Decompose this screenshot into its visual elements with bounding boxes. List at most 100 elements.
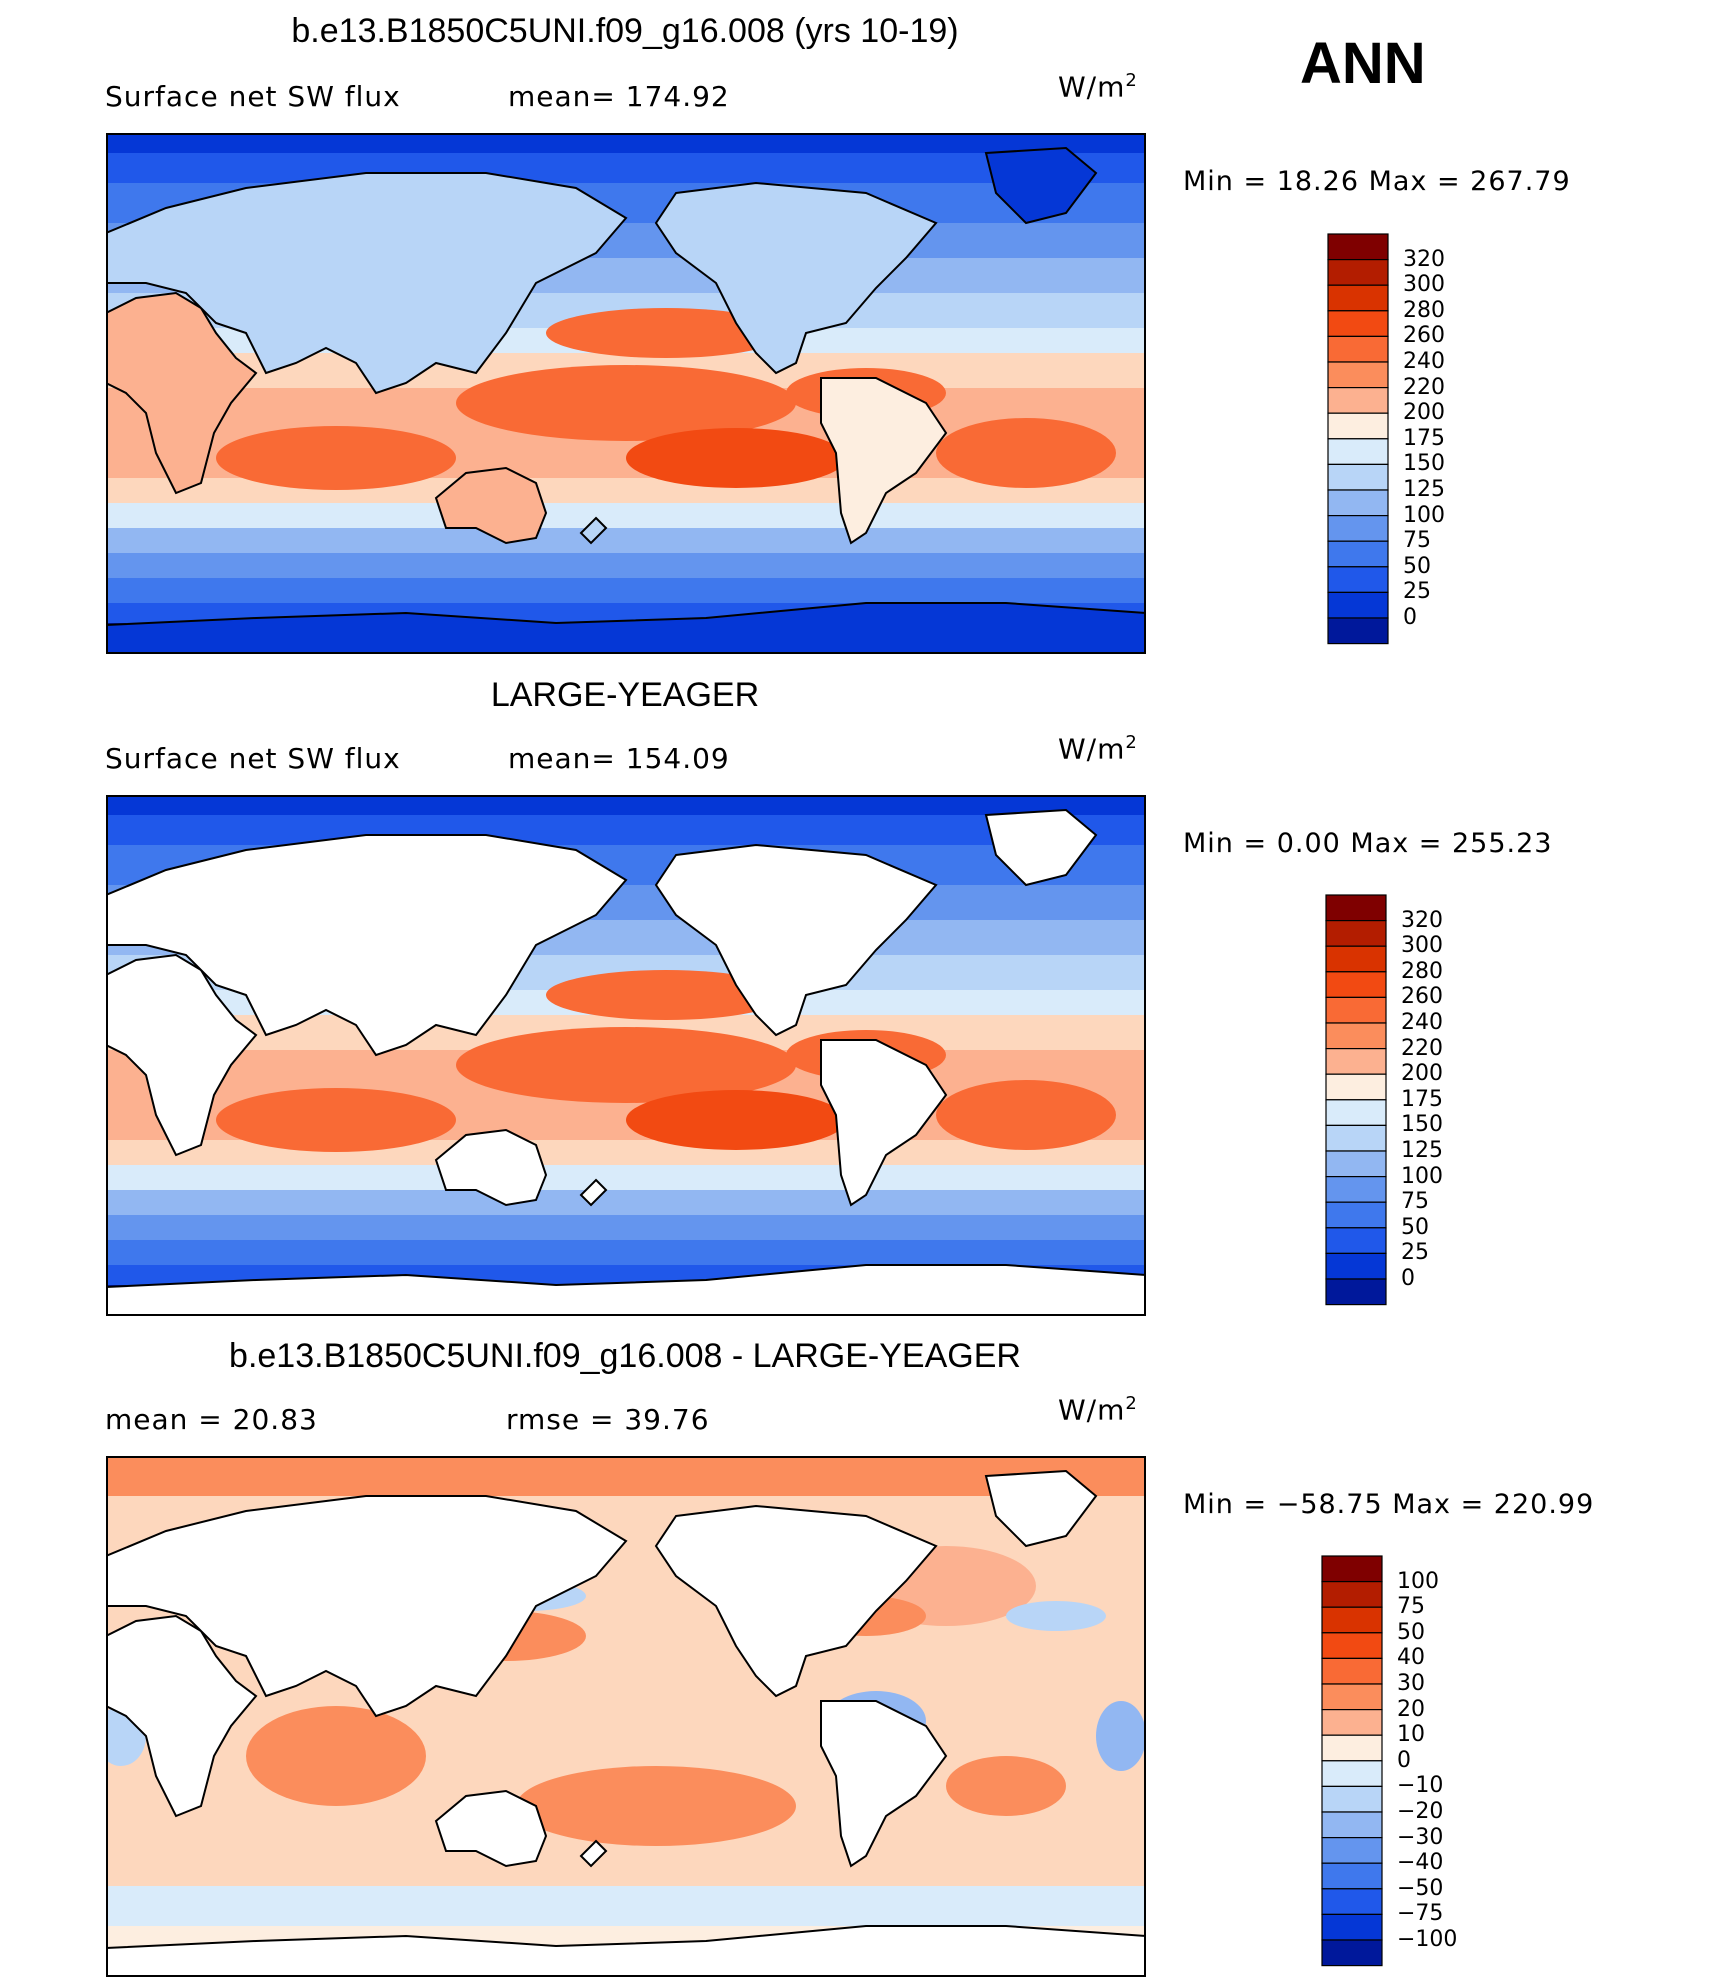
field-maximum: [456, 1027, 796, 1103]
landmass-nz: [579, 1839, 608, 1868]
field-band: [106, 1190, 1146, 1215]
field-maximum: [936, 418, 1116, 488]
colorbar-box: [1321, 1785, 1383, 1813]
colorbar-box: [1325, 1227, 1387, 1254]
landmass-eurasia: [106, 172, 628, 395]
panel-2-map: [106, 795, 1146, 1316]
colorbar-box: [1325, 1201, 1387, 1229]
colorbar-box: [1327, 515, 1389, 542]
colorbar-box: [1325, 894, 1387, 922]
colorbar-label: 300: [1401, 933, 1443, 959]
colorbar-box: [1327, 259, 1389, 286]
colorbar-box: [1321, 1581, 1383, 1608]
field-band: [106, 578, 1146, 603]
field-band: [106, 1165, 1146, 1190]
panel-2-variable: Surface net SW flux: [105, 742, 401, 775]
landmass-greenland: [984, 146, 1098, 225]
map-frame: [106, 795, 1146, 1316]
colorbar-box: [1325, 1278, 1387, 1306]
colorbar-box: [1321, 1811, 1383, 1839]
colorbar-label: −40: [1397, 1850, 1444, 1876]
colorbar-box: [1325, 945, 1387, 973]
season-label: ANN: [1300, 31, 1426, 96]
panel-1-minmax: Min = 18.26 Max = 267.79: [1183, 166, 1571, 197]
colorbar-label: 260: [1403, 323, 1445, 349]
colorbar-box: [1325, 1048, 1387, 1075]
colorbar-label: 75: [1403, 528, 1431, 554]
colorbar-box: [1327, 233, 1389, 261]
colorbar-label: 280: [1403, 297, 1445, 323]
landmass-namerica: [654, 843, 938, 1037]
colorbar-box: [1321, 1837, 1383, 1864]
colorbar-box: [1325, 1150, 1387, 1178]
field-maximum: [946, 1756, 1066, 1816]
colorbar-label: 220: [1401, 1035, 1443, 1061]
colorbar-label: 50: [1403, 553, 1431, 579]
colorbar-box: [1321, 1734, 1383, 1762]
colorbar-box: [1327, 566, 1389, 593]
colorbar-label: −20: [1397, 1799, 1444, 1824]
panel-2-title: LARGE-YEAGER: [490, 676, 760, 714]
map-frame: [106, 133, 1146, 654]
landmass-namerica: [654, 1504, 938, 1698]
panel-2-units-exp: 2: [1125, 732, 1138, 753]
landmass-samerica: [820, 377, 948, 545]
landmass-greenland: [984, 1469, 1098, 1548]
field-band: [106, 133, 1146, 153]
panel-2-minmax: Min = 0.00 Max = 255.23: [1183, 828, 1553, 859]
colorbar-label: 100: [1403, 502, 1445, 528]
panel-1-variable: Surface net SW flux: [105, 80, 401, 113]
colorbar-swatches: [1325, 894, 1387, 1306]
colorbar-label: −50: [1397, 1875, 1444, 1901]
colorbar-label: −75: [1397, 1901, 1444, 1927]
colorbar-label: 175: [1403, 425, 1445, 451]
field-maximum: [936, 1080, 1116, 1150]
colorbar-swatches: [1327, 233, 1389, 645]
panel-3-title: b.e13.B1850C5UNI.f09_g16.008 - LARGE-YEA…: [229, 1337, 1021, 1375]
colorbar-label: 25: [1403, 579, 1431, 605]
colorbar-label: 25: [1401, 1240, 1429, 1266]
colorbar-label: 280: [1401, 958, 1443, 984]
colorbar-label: 10: [1397, 1722, 1425, 1748]
colorbar-label: 200: [1401, 1061, 1443, 1087]
colorbar-box: [1327, 284, 1389, 312]
colorbar-label: 20: [1397, 1696, 1425, 1722]
colorbar-box: [1325, 1073, 1387, 1101]
landmass-namerica: [654, 181, 938, 375]
colorbar-box: [1321, 1913, 1383, 1941]
colorbar-box: [1321, 1862, 1383, 1890]
colorbar-box: [1327, 387, 1389, 414]
colorbar-box: [1327, 463, 1389, 491]
colorbar-label: 0: [1403, 605, 1417, 630]
landmass-nz: [579, 516, 608, 545]
panel-3-units-exp: 2: [1125, 1393, 1138, 1414]
panel-2-units-base: W/m: [1058, 732, 1126, 766]
colorbar-box: [1325, 1124, 1387, 1152]
field-maximum: [456, 365, 796, 441]
colorbar-label: 320: [1401, 907, 1443, 933]
panel-3-rmse: rmse = 39.76: [506, 1403, 710, 1436]
field-band: [106, 503, 1146, 528]
map-frame: [106, 1456, 1146, 1977]
field-maximum: [626, 428, 846, 488]
landmass-antarctica: [106, 1264, 1146, 1316]
panel-3-mean: mean = 20.83: [105, 1403, 318, 1436]
field-band: [106, 528, 1146, 553]
landmass-africa: [106, 291, 258, 495]
panel-2-mean: mean= 154.09: [508, 742, 730, 775]
colorbar-box: [1321, 1657, 1383, 1685]
landmass-antarctica: [106, 602, 1146, 654]
colorbar-box: [1321, 1709, 1383, 1736]
colorbar-box: [1325, 920, 1387, 947]
colorbar-label: 30: [1397, 1671, 1425, 1696]
panel-1-map: [106, 133, 1146, 654]
landmass-eurasia: [106, 1495, 628, 1718]
landmass-australia: [434, 1789, 548, 1868]
field-maximum: [516, 1766, 796, 1846]
colorbar-box: [1327, 489, 1389, 517]
colorbar-box: [1321, 1760, 1383, 1788]
field-maximum: [216, 426, 456, 490]
landmass-antarctica: [106, 1925, 1146, 1977]
panel-2-units: W/m2: [1058, 732, 1138, 765]
colorbar-box: [1321, 1606, 1383, 1634]
